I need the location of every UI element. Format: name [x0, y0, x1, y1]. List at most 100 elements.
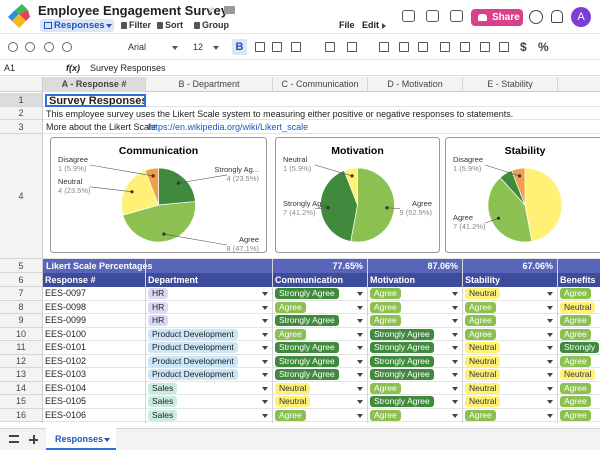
- chip[interactable]: Agree: [275, 328, 306, 340]
- sheet-tab[interactable]: Responses: [46, 428, 116, 450]
- toolbar-icon[interactable]: [460, 42, 470, 52]
- chip[interactable]: Agree: [560, 396, 591, 408]
- dd[interactable]: [262, 373, 268, 377]
- dd[interactable]: [262, 346, 268, 350]
- dd[interactable]: [547, 332, 553, 337]
- column-header[interactable]: B - Department: [145, 77, 272, 92]
- dd[interactable]: [357, 400, 363, 404]
- chip[interactable]: Neutral: [465, 355, 501, 367]
- toolbar-button[interactable]: Filter: [129, 20, 152, 30]
- dd[interactable]: [357, 413, 363, 418]
- chip[interactable]: Strongly Agree: [370, 369, 434, 381]
- dd[interactable]: [547, 386, 553, 391]
- chip[interactable]: Strongly Agree: [275, 342, 339, 354]
- toolbar-icon[interactable]: [499, 42, 509, 52]
- chip[interactable]: Agree: [560, 409, 591, 421]
- toolbar-button[interactable]: Group: [202, 20, 229, 30]
- dd[interactable]: [452, 346, 458, 350]
- toolbar-icon[interactable]: [62, 42, 72, 52]
- chip[interactable]: Neutral: [560, 301, 596, 313]
- dd[interactable]: [452, 359, 458, 364]
- dd[interactable]: [262, 292, 268, 296]
- chip[interactable]: Agree: [560, 315, 591, 327]
- chip[interactable]: HR: [148, 288, 169, 300]
- percent-button[interactable]: %: [538, 40, 549, 54]
- column-header[interactable]: E - Stability: [462, 77, 557, 92]
- dd[interactable]: [262, 305, 268, 310]
- dd[interactable]: [357, 386, 363, 391]
- chip[interactable]: Strongly Agree: [275, 288, 339, 300]
- chip[interactable]: Agree: [370, 409, 401, 421]
- chip[interactable]: Neutral: [275, 396, 311, 408]
- chip[interactable]: HR: [148, 301, 169, 313]
- chip[interactable]: Strongly Agree: [275, 369, 339, 381]
- dd[interactable]: [262, 319, 268, 323]
- chip[interactable]: Strongly Agree: [275, 315, 339, 327]
- dd[interactable]: [357, 305, 363, 310]
- history-icon[interactable]: [450, 10, 463, 22]
- chip[interactable]: Strongly: [560, 342, 600, 354]
- menu-icon[interactable]: [9, 435, 19, 443]
- size-select[interactable]: 12: [193, 42, 204, 52]
- chip[interactable]: Strongly Agree: [275, 355, 339, 367]
- toolbar-button[interactable]: Sort: [165, 20, 183, 30]
- chip[interactable]: Sales: [148, 409, 178, 421]
- dd[interactable]: [262, 359, 268, 364]
- dd[interactable]: [547, 400, 553, 404]
- dd[interactable]: [452, 400, 458, 404]
- chip[interactable]: Neutral: [465, 369, 501, 381]
- robot-icon[interactable]: [402, 10, 415, 22]
- chip[interactable]: Sales: [148, 396, 178, 408]
- dd[interactable]: [547, 359, 553, 364]
- chip[interactable]: Agree: [370, 315, 401, 327]
- dd[interactable]: [357, 292, 363, 296]
- chip[interactable]: Neutral: [465, 288, 501, 300]
- dd[interactable]: [452, 386, 458, 391]
- chip[interactable]: Product Development: [148, 369, 238, 381]
- chip[interactable]: Neutral: [560, 369, 596, 381]
- column-header[interactable]: A - Response #: [42, 77, 145, 92]
- column-header[interactable]: D - Motivation: [367, 77, 462, 92]
- menu[interactable]: File: [339, 20, 355, 30]
- chip[interactable]: Neutral: [465, 396, 501, 408]
- chip[interactable]: Product Development: [148, 328, 238, 340]
- chip[interactable]: Product Development: [148, 342, 238, 354]
- chip[interactable]: Agree: [465, 301, 496, 313]
- logo[interactable]: [6, 4, 32, 30]
- chip[interactable]: Agree: [560, 328, 591, 340]
- dd[interactable]: [357, 373, 363, 377]
- dd[interactable]: [452, 305, 458, 310]
- add-icon[interactable]: [29, 435, 38, 444]
- dd[interactable]: [547, 373, 553, 377]
- chip[interactable]: Agree: [465, 315, 496, 327]
- toolbar-icon[interactable]: [440, 42, 450, 52]
- dd[interactable]: [357, 346, 363, 350]
- chip[interactable]: Agree: [370, 288, 401, 300]
- dd[interactable]: [452, 319, 458, 323]
- dd[interactable]: [452, 373, 458, 377]
- toolbar-icon[interactable]: [347, 42, 357, 52]
- toolbar-icon[interactable]: [399, 42, 409, 52]
- toolbar-icon[interactable]: [418, 42, 428, 52]
- dd[interactable]: [357, 359, 363, 364]
- chip[interactable]: Agree: [370, 301, 401, 313]
- toolbar-icon[interactable]: [25, 42, 35, 52]
- toolbar-icon[interactable]: [272, 42, 282, 52]
- bold-button[interactable]: B: [232, 39, 247, 55]
- dd[interactable]: [357, 319, 363, 323]
- dd[interactable]: [262, 400, 268, 404]
- toolbar-icon[interactable]: [255, 42, 265, 52]
- chip[interactable]: Strongly Agree: [370, 396, 434, 408]
- chip[interactable]: Sales: [148, 382, 178, 394]
- chip[interactable]: Neutral: [465, 342, 501, 354]
- dd[interactable]: [452, 332, 458, 337]
- chip[interactable]: Neutral: [275, 382, 311, 394]
- chip[interactable]: Agree: [465, 409, 496, 421]
- dd[interactable]: [547, 346, 553, 350]
- chip[interactable]: Product Development: [148, 355, 238, 367]
- chip[interactable]: Agree: [275, 409, 306, 421]
- chip[interactable]: Agree: [560, 382, 591, 394]
- comment-icon[interactable]: [426, 10, 439, 22]
- chip[interactable]: Agree: [465, 328, 496, 340]
- toolbar-icon[interactable]: [325, 42, 335, 52]
